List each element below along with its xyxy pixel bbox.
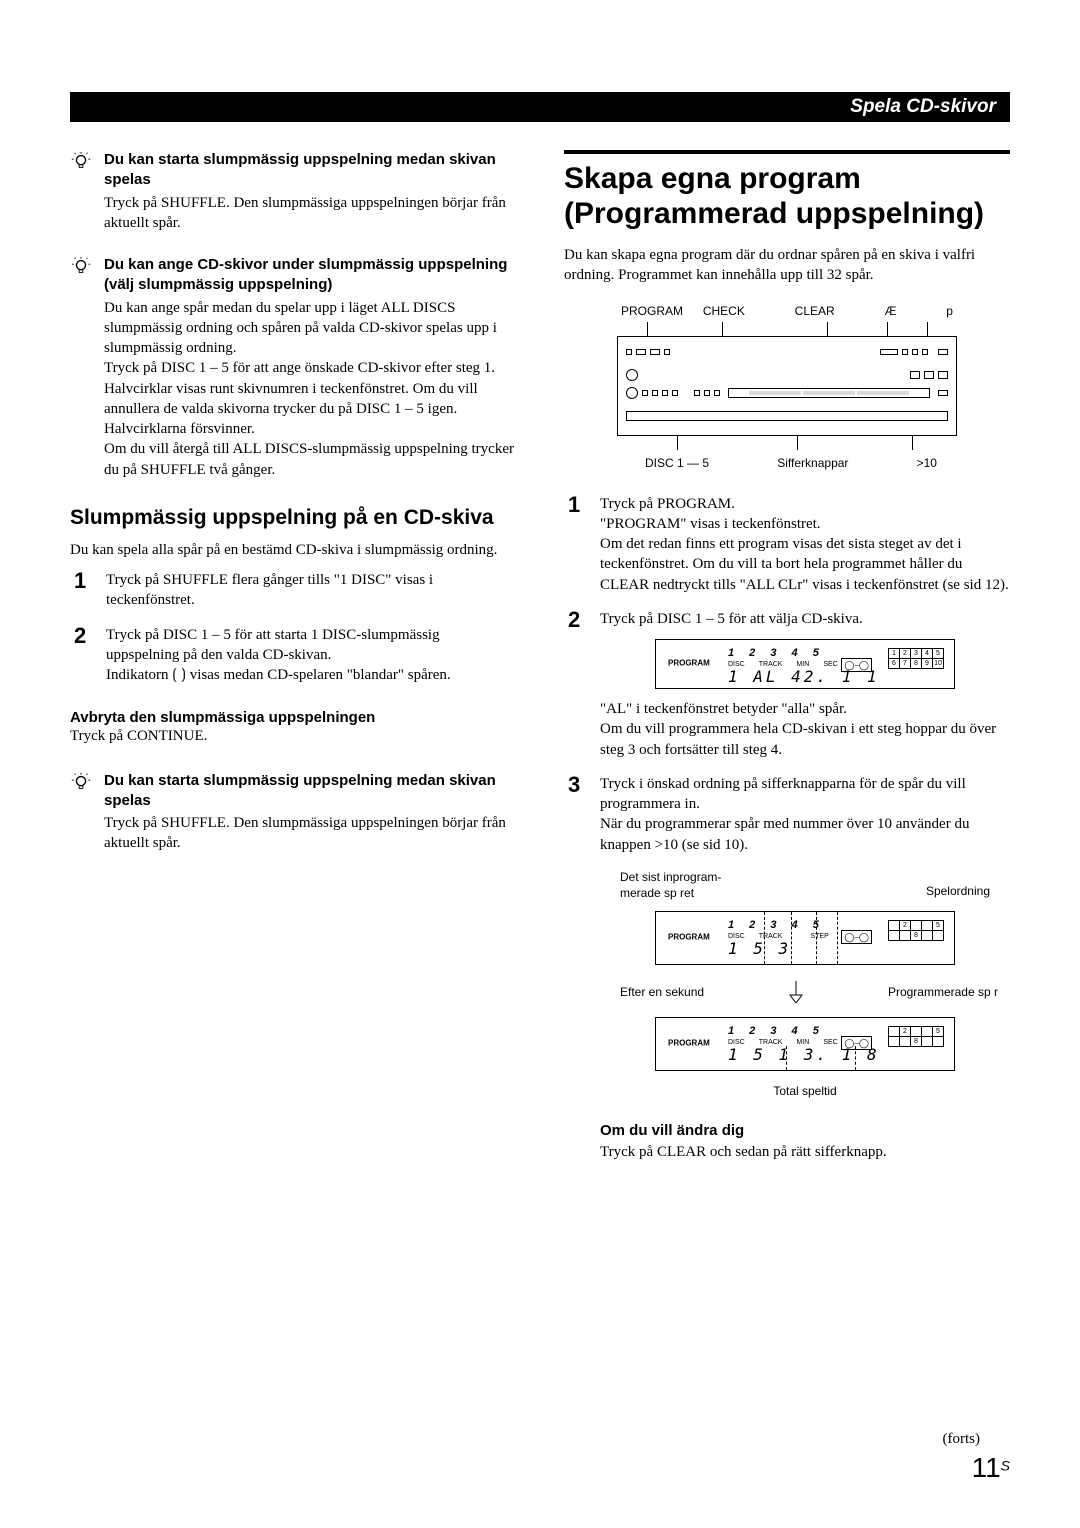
step-1-body: Tryck på PROGRAM. "PROGRAM" visas i teck…	[600, 494, 1010, 595]
lightbulb-icon	[70, 150, 92, 172]
tip-3-body: Tryck på SHUFFLE. Den slumpmässiga uppsp…	[104, 813, 516, 854]
annot-after-sec: Efter en sekund	[620, 984, 704, 1000]
cancel-body: Tryck på CONTINUE.	[70, 726, 516, 746]
disc-icon: ◯⎯◯	[841, 930, 872, 944]
two-column-layout: Du kan starta slumpmässig uppspelning me…	[70, 150, 1010, 1176]
lightbulb-icon	[70, 255, 92, 277]
left-column: Du kan starta slumpmässig uppspelning me…	[70, 150, 516, 1176]
device-body	[617, 336, 957, 436]
down-arrow-icon	[786, 981, 806, 1003]
right-step-2: 2 Tryck på DISC 1 – 5 för att välja CD-s…	[564, 609, 1010, 760]
left-step-1: 1 Tryck på SHUFFLE flera gånger tills "1…	[70, 570, 516, 611]
tip-block-1: Du kan starta slumpmässig uppspelning me…	[70, 150, 516, 233]
lcd-program-label: PROGRAM	[668, 933, 710, 944]
lcd-disc-numbers: 1 2 3 4 5	[728, 1024, 825, 1039]
tip-2-body: Du kan ange spår medan du spelar upp i l…	[104, 298, 516, 480]
cancel-title: Avbryta den slumpmässiga uppspelningen	[70, 709, 516, 726]
step-number: 2	[568, 609, 586, 760]
title-rule	[564, 150, 1010, 154]
diagram-label: DISC 1 — 5	[645, 456, 709, 470]
diagram-label: >10	[917, 456, 937, 470]
lcd-program-label: PROGRAM	[668, 1039, 710, 1050]
lcd-track-grid: 25 8	[888, 920, 944, 941]
right-step-3: 3 Tryck i önskad ordning på sifferknappa…	[564, 774, 1010, 1162]
lcd-display-3: PROGRAM 1 2 3 4 5 DISC TRACK MIN SEC 1 5…	[655, 1017, 955, 1071]
device-diagram: PROGRAM CHECK CLEAR Æ p	[564, 304, 1010, 470]
step-1-body: Tryck på SHUFFLE flera gånger tills "1 D…	[106, 570, 516, 611]
left-h2: Slumpmässig uppspelning på en CD-skiva	[70, 506, 516, 530]
lcd-track-grid: 12345 678910	[888, 648, 944, 669]
change-body: Tryck på CLEAR och sedan på rätt sifferk…	[600, 1142, 1010, 1162]
step-2-container: Tryck på DISC 1 – 5 för att välja CD-ski…	[600, 609, 1010, 760]
disc-icon: ◯⎯◯	[841, 658, 872, 672]
lcd-display-1: PROGRAM 1 2 3 4 5 DISC TRACK MIN SEC 1 A…	[655, 639, 955, 689]
right-h1: Skapa egna program (Programmerad uppspel…	[564, 162, 1010, 231]
tip-1-body: Tryck på SHUFFLE. Den slumpmässiga uppsp…	[104, 193, 516, 234]
lcd-program-label: PROGRAM	[668, 659, 710, 670]
lcd-track-grid: 25 8	[888, 1026, 944, 1047]
step-3-body: Tryck i önskad ordning på sifferknapparn…	[600, 774, 1010, 855]
lightbulb-icon	[70, 771, 92, 793]
right-intro: Du kan skapa egna program där du ordnar …	[564, 245, 1010, 286]
step-3-container: Tryck i önskad ordning på sifferknapparn…	[600, 774, 1010, 1162]
step-2-body: Tryck på DISC 1 – 5 för att välja CD-ski…	[600, 609, 1010, 629]
step-number: 2	[74, 625, 92, 686]
left-step-2: 2 Tryck på DISC 1 – 5 för att starta 1 D…	[70, 625, 516, 686]
change-title: Om du vill ändra dig	[600, 1121, 1010, 1141]
step-2-after: "AL" i teckenfönstret betyder "alla" spå…	[600, 699, 1010, 760]
tip-2-title: Du kan ange CD-skivor under slumpmässig …	[104, 255, 516, 296]
continued-label: (forts)	[943, 1431, 981, 1448]
diagram-label: Sifferknappar	[777, 456, 848, 470]
tip-3-title: Du kan starta slumpmässig uppspelning me…	[104, 771, 516, 812]
diagram-label: p	[946, 304, 953, 318]
right-column: Skapa egna program (Programmerad uppspel…	[564, 150, 1010, 1176]
step-2-body: Tryck på DISC 1 – 5 för att starta 1 DIS…	[106, 625, 516, 686]
annot-prog-tracks: Programmerade sp r	[888, 984, 998, 1000]
diagram-label: CLEAR	[795, 304, 835, 318]
page-number: 11S	[972, 1452, 1010, 1484]
lcd-display-2: PROGRAM 1 2 3 4 5 DISC TRACK STEP 1 5 3 …	[655, 911, 955, 965]
section-header-text: Spela CD-skivor	[850, 96, 996, 118]
annot-order: Spelordning	[926, 883, 990, 901]
left-intro: Du kan spela alla spår på en bestämd CD-…	[70, 540, 516, 560]
step-number: 3	[568, 774, 586, 1162]
right-step-1: 1 Tryck på PROGRAM. "PROGRAM" visas i te…	[564, 494, 1010, 595]
section-header-bar: Spela CD-skivor	[70, 92, 1010, 122]
annotated-lcds: Det sist inprogram- merade sp ret Spelor…	[600, 869, 1010, 1102]
diagram-label: Æ	[884, 304, 896, 318]
lcd-disc-numbers: 1 2 3 4 5	[728, 646, 825, 661]
diagram-label: CHECK	[703, 304, 745, 318]
step-number: 1	[568, 494, 586, 595]
annot-last: Det sist inprogram- merade sp ret	[620, 869, 721, 901]
tip-block-3: Du kan starta slumpmässig uppspelning me…	[70, 771, 516, 854]
tip-1-title: Du kan starta slumpmässig uppspelning me…	[104, 150, 516, 191]
diagram-label: PROGRAM	[621, 304, 683, 318]
tip-block-2: Du kan ange CD-skivor under slumpmässig …	[70, 255, 516, 480]
step-number: 1	[74, 570, 92, 611]
annot-total: Total speltid	[773, 1084, 836, 1098]
